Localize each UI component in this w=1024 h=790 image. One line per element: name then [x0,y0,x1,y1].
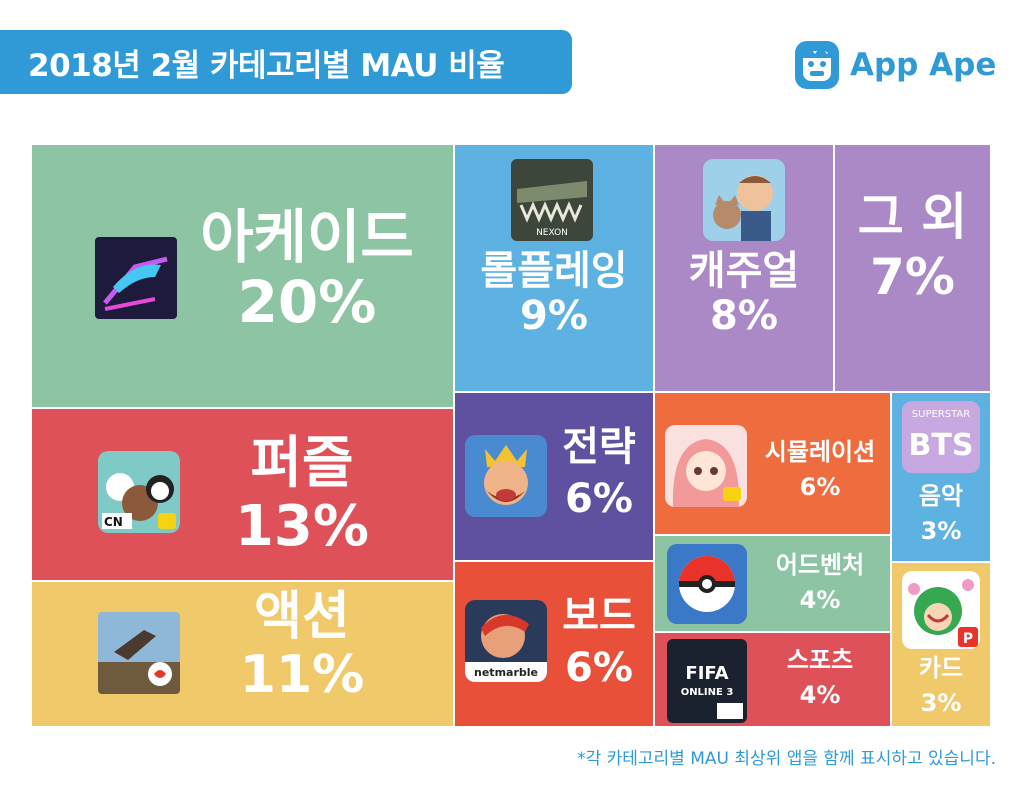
tile-roleplay: NEXON 롤플레잉 9% [453,143,655,393]
category-percent: 6% [799,472,841,501]
tile-puzzle: CN 퍼즐 13% [30,407,455,582]
label-other: 그 외 7% [835,187,990,307]
hero-board-game-icon: netmarble [465,600,547,682]
label-roleplay: 롤플레잉 9% [455,249,653,339]
category-name: 전략 [562,424,636,470]
category-name: 보드 [562,593,636,639]
tile-casual: 캐주얼 8% [653,143,835,393]
category-name: 캐주얼 [688,248,800,294]
category-name: 카드 [918,654,964,682]
tile-arcade: 아케이드 20% [30,143,455,409]
fifa-online-game-icon: FIFA ONLINE 3 [667,639,747,723]
label-adventure: 어드벤처 4% [753,548,887,618]
tile-simulation: 시뮬레이션 6% [653,391,892,536]
title-banner: 2018년 2월 카테고리별 MAU 비율 [0,30,572,94]
category-percent: 20% [237,267,377,336]
label-music: 음악 3% [892,479,990,549]
label-arcade: 아케이드 20% [192,205,422,335]
icon-text: SUPERSTAR [912,409,970,420]
icon-text: NEXON [536,228,568,238]
tile-music: SUPERSTAR BTS 음악 3% [890,391,992,563]
label-sports: 스포츠 4% [753,643,887,713]
category-percent: 4% [799,585,841,614]
logo-text: App Ape [850,47,997,83]
footnote: *각 카테고리별 MAU 최상위 앱을 함께 표시하고 있습니다. [577,749,996,769]
king-character-game-icon [465,435,547,517]
category-name: 아케이드 [200,203,414,271]
icon-text: ONLINE 3 [681,687,734,698]
category-percent: 3% [920,688,962,717]
label-action: 액션 11% [222,587,382,706]
category-percent: 3% [920,516,962,545]
label-casual: 캐주얼 8% [655,249,833,339]
label-simulation: 시뮬레이션 6% [753,435,887,505]
category-name: 그 외 [857,188,968,246]
crocodile-monster-game-icon: NEXON [511,159,593,241]
shooter-game-icon [98,612,180,694]
green-character-card-game-icon: P [902,571,980,649]
category-percent: 6% [565,645,633,691]
category-name: 액션 [254,587,350,647]
bears-cartoon-game-icon: CN [98,451,180,533]
category-name: 스포츠 [786,646,854,674]
label-board: 보드 6% [553,590,645,694]
tile-board: netmarble 보드 6% [453,560,655,728]
pokeball-game-icon [667,544,747,624]
neon-car-game-icon [95,237,177,319]
butler-with-cat-game-icon [703,159,785,241]
tile-adventure: 어드벤처 4% [653,534,892,633]
category-name: 음악 [918,482,964,510]
app-ape-logo: App Ape [792,36,1007,94]
icon-text: FIFA [685,663,728,684]
tile-other: 그 외 7% [833,143,992,393]
label-strategy: 전략 6% [553,421,645,525]
bts-superstar-game-icon: SUPERSTAR BTS [902,401,980,473]
category-percent: 4% [799,680,841,709]
label-puzzle: 퍼즐 13% [222,431,382,559]
label-card: 카드 3% [892,651,990,721]
page-title: 2018년 2월 카테고리별 MAU 비율 [28,47,505,84]
category-percent: 6% [565,476,633,522]
anime-girl-game-icon [665,425,747,507]
category-percent: 8% [710,292,778,339]
icon-text: P [963,631,973,647]
category-name: 어드벤처 [775,551,865,579]
ape-face-icon [792,38,842,92]
category-percent: 13% [234,493,370,559]
tile-strategy: 전략 6% [453,391,655,562]
tile-card: P 카드 3% [890,561,992,728]
tile-action: 액션 11% [30,580,455,728]
category-name: 롤플레잉 [480,248,628,294]
icon-text: netmarble [474,666,538,679]
category-percent: 9% [520,292,588,339]
category-name: 시뮬레이션 [764,438,876,466]
tile-sports: FIFA ONLINE 3 스포츠 4% [653,631,892,728]
category-percent: 7% [870,248,955,306]
icon-text: BTS [909,428,974,463]
category-name: 퍼즐 [250,431,354,496]
category-percent: 11% [239,645,365,706]
icon-text: CN [104,515,123,529]
